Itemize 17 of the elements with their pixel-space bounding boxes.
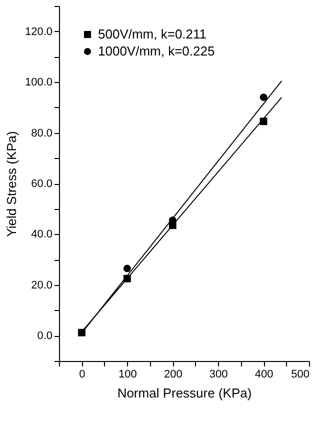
x-axis-title: Normal Pressure (KPa) [117, 386, 252, 400]
legend-label: 1000V/mm, k=0.225 [98, 44, 215, 58]
legend-label: 500V/mm, k=0.211 [98, 26, 207, 42]
x-tick-label: 100 [118, 368, 137, 380]
x-tick-label: 300 [209, 368, 228, 380]
y-tick-label: 80.0 [31, 127, 52, 140]
y-tick-label: 60.0 [31, 178, 52, 190]
x-tick-label: 400 [254, 368, 274, 380]
x-tick-label: 0 [79, 368, 86, 380]
x-tick-label: 200 [164, 368, 182, 380]
y-tick-label: 20.0 [31, 279, 52, 292]
y-tick-label: 40.0 [31, 228, 52, 241]
y-tick-label: 0.0 [37, 330, 52, 342]
y-tick-label: 120.0 [24, 26, 52, 38]
x-tick-label: 500 [291, 368, 310, 380]
y-axis-title: Yield Stress (KPa) [4, 131, 19, 237]
y-tick-label: 100.0 [24, 76, 52, 89]
